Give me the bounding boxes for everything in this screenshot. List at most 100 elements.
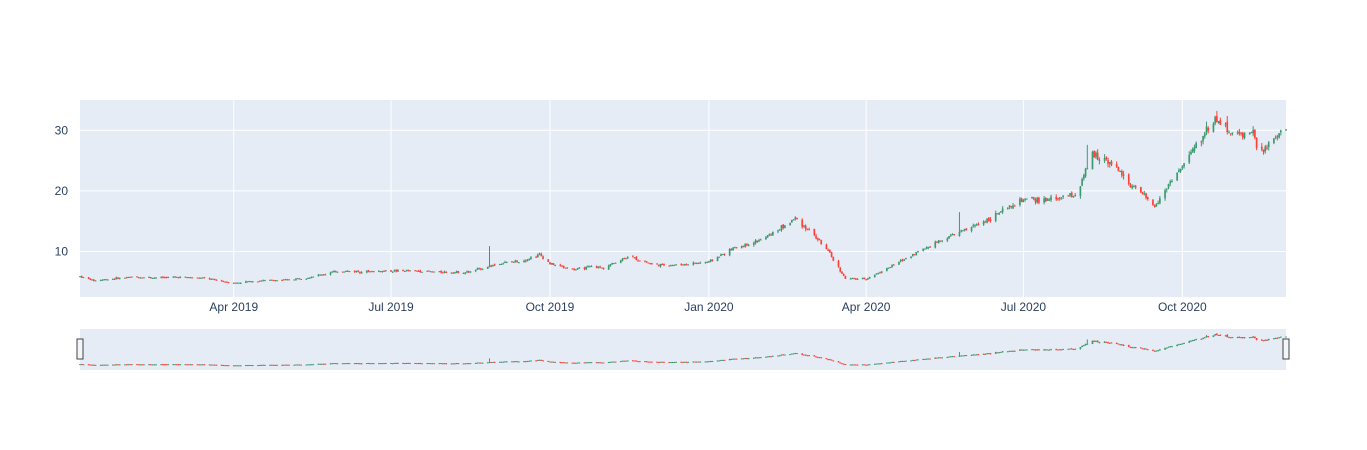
slider-candle-body xyxy=(842,363,845,365)
slider-candle-body xyxy=(962,355,964,357)
slider-candle-body xyxy=(189,364,192,366)
candle-body xyxy=(1145,193,1147,198)
slider-candle-body xyxy=(832,360,835,362)
candle-body xyxy=(139,277,142,279)
candle-body xyxy=(117,277,119,280)
candle-body xyxy=(939,240,942,242)
candle-body xyxy=(504,262,506,264)
slider-candle-body xyxy=(671,362,674,364)
slider-candle-body xyxy=(262,364,264,366)
slider-candle-body xyxy=(820,357,823,359)
slider-candle-body xyxy=(827,359,829,361)
slider-candle-body xyxy=(915,359,918,361)
rangeslider-right-handle[interactable] xyxy=(1282,338,1290,360)
rangeslider-left-handle[interactable] xyxy=(76,338,84,360)
slider-candle-body xyxy=(656,361,658,363)
slider-candle-body xyxy=(1152,349,1154,351)
candle-body xyxy=(744,243,747,247)
candle-body xyxy=(353,270,356,273)
slider-candle-body xyxy=(989,353,992,355)
candle-body xyxy=(281,280,283,282)
candle-body xyxy=(189,277,192,279)
slider-candle-body xyxy=(251,365,254,367)
slider-candle-body xyxy=(953,356,956,358)
candle-body xyxy=(704,262,707,264)
slider-candle-body xyxy=(1248,337,1251,339)
candle-body xyxy=(346,270,349,272)
candle-body xyxy=(1181,166,1184,169)
candle-body xyxy=(540,254,543,257)
slider-candle-body xyxy=(813,355,816,357)
candle-body xyxy=(830,252,833,257)
slider-candle-body xyxy=(673,361,676,363)
candle-body xyxy=(638,260,641,262)
slider-candle-body xyxy=(1024,349,1026,351)
candle-body xyxy=(293,279,296,281)
slider-candle-body xyxy=(210,364,213,366)
slider-candle-body xyxy=(1278,337,1280,339)
slider-candle-body xyxy=(623,360,626,362)
candle-body xyxy=(524,260,527,262)
slider-candle-body xyxy=(1165,347,1168,349)
slider-candle-body xyxy=(310,364,313,366)
candle-body xyxy=(687,264,690,266)
slider-candle-body xyxy=(454,363,456,365)
candle-body xyxy=(238,282,240,284)
candle-body xyxy=(371,271,373,273)
slider-candle-body xyxy=(972,354,975,356)
slider-candle-body xyxy=(1169,346,1172,348)
slider-candle-body xyxy=(965,355,968,357)
slider-candle-body xyxy=(113,364,116,366)
candle-body xyxy=(1157,203,1159,205)
candle-body xyxy=(1050,196,1052,201)
candle-body xyxy=(659,263,662,267)
candle-body xyxy=(402,270,404,272)
slider-candle-body xyxy=(224,365,226,367)
candle-body xyxy=(1229,133,1232,135)
candle-body xyxy=(379,271,382,273)
slider-candle-body xyxy=(595,362,598,364)
rangeslider-background[interactable] xyxy=(80,329,1286,370)
slider-candle-body xyxy=(699,361,702,363)
slider-candle-body xyxy=(272,364,275,366)
candle-body xyxy=(1216,116,1218,123)
slider-candle-body xyxy=(875,363,878,365)
candle-body xyxy=(369,271,372,273)
candle-body xyxy=(467,271,470,273)
slider-candle-body xyxy=(602,362,605,364)
candle-body xyxy=(196,277,199,279)
candle-body xyxy=(518,262,520,264)
candle-body xyxy=(1224,123,1227,125)
candle-body xyxy=(1207,128,1210,131)
candle-body xyxy=(191,277,194,279)
slider-candle-body xyxy=(1264,339,1267,341)
candle-body xyxy=(421,271,423,273)
candle-body xyxy=(165,277,168,279)
candle-body xyxy=(101,279,104,281)
slider-candle-body xyxy=(1279,336,1282,338)
candle-body xyxy=(637,260,639,262)
candle-body xyxy=(514,260,517,263)
slider-candle-body xyxy=(264,364,266,366)
slider-candle-body xyxy=(149,364,152,366)
slider-candle-body xyxy=(861,364,864,366)
candle-body xyxy=(844,275,847,279)
slider-candle-body xyxy=(880,363,883,365)
slider-candle-body xyxy=(1133,347,1135,349)
slider-candle-body xyxy=(307,364,309,366)
slider-candle-body xyxy=(92,364,95,366)
candle-body xyxy=(1190,152,1192,155)
candle-body xyxy=(295,278,297,280)
slider-candle-body xyxy=(559,361,562,363)
candle-body xyxy=(308,277,311,279)
candle-body xyxy=(426,270,429,272)
slider-candle-body xyxy=(312,364,315,366)
candle-body xyxy=(535,256,537,258)
slider-candle-body xyxy=(765,356,767,358)
candle-body xyxy=(792,219,795,221)
slider-candle-body xyxy=(784,354,786,356)
candle-body xyxy=(172,276,175,278)
candle-body xyxy=(288,279,290,281)
slider-candle-body xyxy=(573,362,575,364)
slider-candle-body xyxy=(619,361,622,363)
